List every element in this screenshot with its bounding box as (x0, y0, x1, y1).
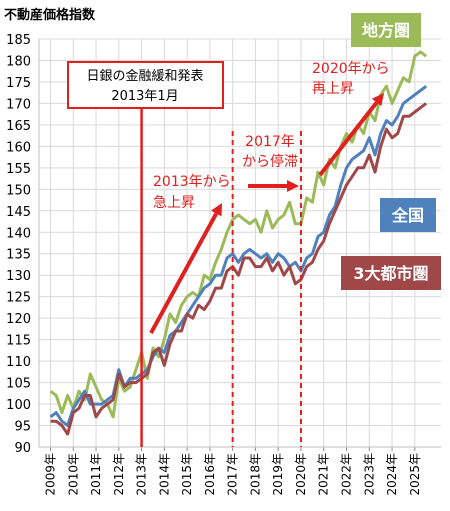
x-tick-label: 2017年 (226, 453, 240, 496)
y-tick-label: 130 (6, 269, 31, 284)
series-lines (49, 50, 428, 436)
y-tick-label: 180 (6, 54, 31, 69)
x-tick-label: 2020年 (294, 453, 308, 496)
series-label-box (380, 198, 436, 232)
series-line (49, 50, 428, 419)
boj-box (67, 61, 224, 109)
y-tick-label: 140 (6, 226, 31, 241)
y-tick-label: 150 (6, 183, 31, 198)
series-line (50, 102, 428, 436)
y-tick-label: 170 (6, 97, 31, 112)
annotation-2017-line1: 2017年 (245, 134, 295, 150)
x-tick-label: 2024年 (385, 453, 399, 496)
y-tick-label: 145 (6, 205, 31, 220)
y-ticks: 90 95 100 105 110 115 120 125 130 135 140 145 150 155… (6, 33, 31, 456)
boj-box-line2: 2013年1月 (111, 89, 178, 104)
annotation-2013-line2: 急上昇 (153, 195, 195, 211)
x-tick-label: 2010年 (66, 453, 80, 496)
x-tick-label: 2012年 (112, 453, 126, 496)
x-tick-label: 2025年 (408, 453, 422, 496)
trend-arrow-shaft (318, 101, 379, 177)
x-tick-label: 2022年 (340, 453, 354, 496)
y-axis-label: 不動産価格指数 (4, 7, 96, 23)
x-tick-label: 2013年 (135, 453, 149, 496)
x-tick-label: 2015年 (180, 453, 194, 496)
x-tick-label: 2019年 (271, 453, 285, 496)
trend-arrow-head (371, 93, 384, 107)
boj-box-line1: 日銀の金融緩和発表 (86, 68, 203, 84)
y-tick-label: 100 (6, 398, 31, 413)
y-tick-label: 95 (14, 420, 31, 435)
y-tick-label: 185 (6, 33, 31, 48)
trend-arrow-shaft (149, 212, 219, 334)
series-line (49, 85, 428, 427)
series-label-text: 3大都市圏 (353, 264, 428, 283)
series-label-text: 全国 (391, 206, 424, 225)
y-tick-label: 135 (6, 248, 31, 263)
x-tick-label: 2023年 (362, 453, 376, 496)
series-label-box (351, 13, 421, 47)
x-tick-label: 2014年 (157, 453, 171, 496)
y-tick-label: 125 (6, 291, 31, 306)
y-tick-label: 105 (6, 377, 31, 392)
annotation-2017-line2: から停滞 (242, 153, 298, 170)
series-label-box (341, 256, 441, 290)
y-tick-label: 155 (6, 162, 31, 177)
annotation-2020-line1: 2020年から (312, 61, 390, 77)
y-tick-label: 110 (6, 355, 31, 370)
y-tick-label: 115 (6, 334, 31, 349)
trend-arrow-head (210, 203, 222, 217)
x-tick-label: 2021年 (317, 453, 331, 496)
y-tick-label: 90 (14, 441, 31, 456)
x-tick-label: 2011年 (89, 453, 103, 496)
x-tick-label: 2009年 (44, 453, 58, 496)
x-tick-label: 2016年 (203, 453, 217, 496)
y-tick-label: 160 (6, 140, 31, 155)
x-tick-label: 2018年 (248, 453, 262, 496)
y-tick-label: 165 (6, 119, 31, 134)
x-ticks: 2009年 2010年 2011年 2012年 2013年 2014年 2015年 2016年… (44, 453, 422, 496)
y-tick-label: 120 (6, 312, 31, 327)
trend-arrow-head (287, 180, 299, 192)
series-label-text: 地方圏 (362, 21, 410, 40)
y-tick-label: 175 (6, 76, 31, 91)
annotation-2020-line2: 再上昇 (312, 81, 354, 97)
annotation-2013-line1: 2013年から (153, 174, 231, 190)
